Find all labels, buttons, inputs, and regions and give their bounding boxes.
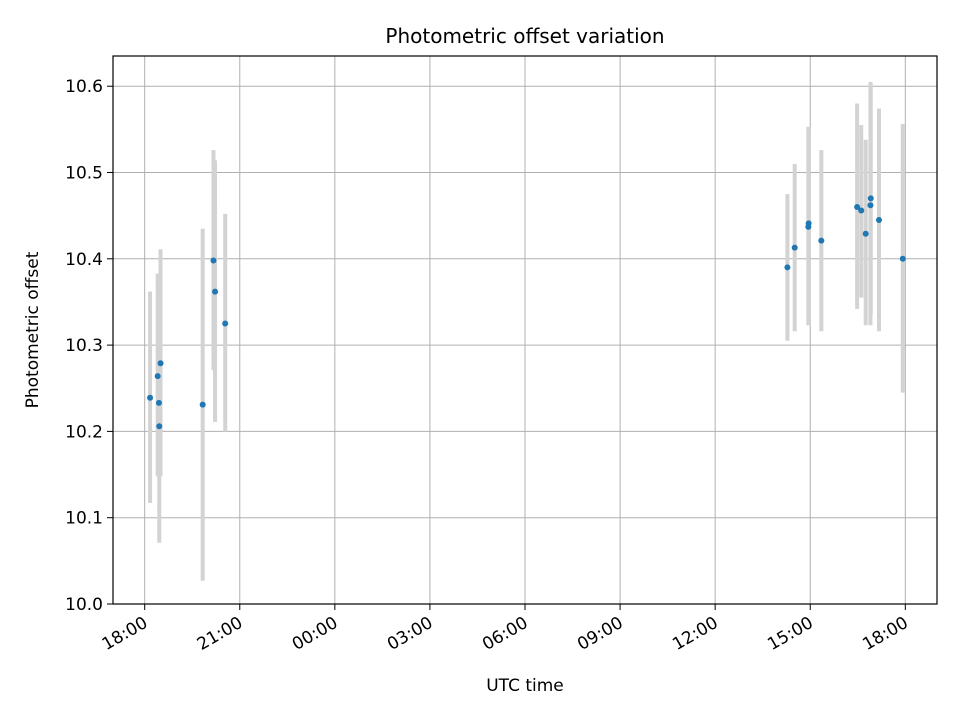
data-point [805,220,812,227]
data-point [155,399,162,406]
data-point [862,230,869,237]
y-tick-label: 10.0 [65,595,103,615]
x-tick-label: 21:00 [194,613,246,655]
data-point [858,207,865,214]
data-points [147,195,906,430]
error-bars [148,81,905,581]
y-tick-label: 10.5 [65,164,103,184]
data-point [154,373,161,380]
data-point [147,394,154,401]
data-point [818,237,825,244]
y-tick-label: 10.3 [65,336,103,356]
x-tick-label: 12:00 [669,613,721,655]
data-point [157,360,164,367]
x-tick-label: 18:00 [99,613,151,655]
axis-ticks: 18:00 21:00 00:00 03:00 06:00 09:00 12:00 15:00… [65,77,912,655]
x-tick-label: 06:00 [479,613,531,655]
x-axis-label: UTC time [486,676,564,696]
data-point [876,216,883,223]
data-point [210,257,217,264]
data-point [199,401,206,408]
x-tick-label: 15:00 [764,613,816,655]
x-tick-label: 03:00 [384,613,436,655]
y-tick-label: 10.4 [65,250,103,270]
y-tick-label: 10.2 [65,422,103,442]
data-point [791,244,798,251]
grid-lines [113,56,937,605]
x-tick-label: 09:00 [574,613,626,655]
data-point [784,264,791,271]
data-point [867,202,874,209]
data-point [156,423,163,430]
y-tick-label: 10.6 [65,77,103,97]
chart-title: Photometric offset variation [385,24,664,48]
y-axis-label: Photometric offset [23,251,43,408]
data-point [854,204,861,211]
data-point [212,288,219,295]
x-tick-label: 00:00 [289,613,341,655]
data-point [222,320,229,327]
data-point [867,195,874,202]
data-point [899,255,906,262]
y-tick-label: 10.1 [65,509,103,529]
x-tick-label: 18:00 [859,613,911,655]
